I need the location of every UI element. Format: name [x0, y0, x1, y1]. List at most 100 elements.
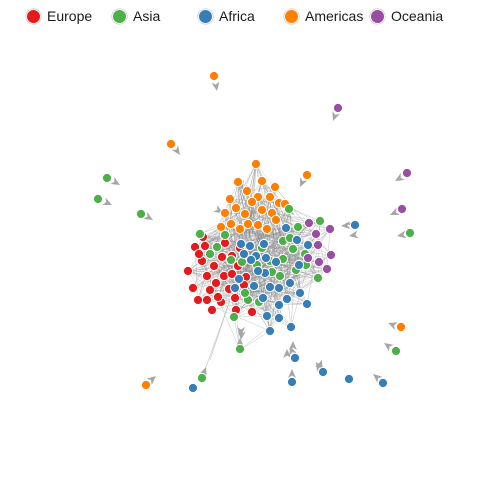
edge: [192, 243, 265, 289]
node-oceania: [302, 252, 314, 264]
node-asia: [194, 228, 206, 240]
node-africa: [235, 238, 247, 250]
node-africa: [257, 292, 269, 304]
node-africa: [273, 312, 285, 324]
node-asia: [274, 270, 286, 282]
node-americas: [242, 218, 254, 230]
satellite-arrowhead: [289, 346, 297, 356]
satellite-node-africa: [377, 377, 389, 389]
edge: [297, 226, 300, 266]
node-asia: [292, 221, 304, 233]
node-africa: [270, 256, 282, 268]
legend-label-africa: Africa: [219, 8, 255, 24]
satellite-arrowhead: [102, 197, 112, 205]
edge: [262, 186, 276, 299]
satellite-arrowhead: [388, 322, 398, 330]
node-asia: [219, 229, 231, 241]
satellite-node-americas: [140, 379, 152, 391]
node-europe: [199, 240, 211, 252]
legend-swatch-africa: [198, 8, 213, 24]
edge: [315, 233, 328, 270]
node-asia: [228, 311, 240, 323]
edge: [204, 186, 276, 247]
satellite-arrowhead: [110, 177, 120, 185]
edge: [230, 223, 233, 257]
node-asia: [312, 272, 324, 284]
satellite-arrowhead: [373, 374, 383, 383]
node-americas: [239, 208, 251, 220]
satellite-node-asia: [101, 172, 113, 184]
node-africa: [238, 248, 250, 260]
node-americas: [264, 191, 276, 203]
satellite-arrowhead: [384, 343, 394, 352]
node-americas: [256, 204, 268, 216]
node-africa: [258, 238, 270, 250]
edge: [326, 228, 331, 270]
node-africa: [264, 281, 276, 293]
legend-item-africa: Africa: [198, 7, 255, 25]
satellite-node-oceania: [332, 102, 344, 114]
node-africa: [245, 254, 257, 266]
node-asia: [239, 287, 251, 299]
node-europe: [212, 291, 224, 303]
node-americas: [256, 175, 268, 187]
edge: [201, 305, 229, 379]
satellite-arrowhead: [171, 145, 180, 155]
node-americas: [234, 223, 246, 235]
node-europe: [192, 294, 204, 306]
node-europe: [206, 304, 218, 316]
node-americas: [252, 219, 264, 231]
node-africa: [301, 298, 313, 310]
satellite-arrowhead: [288, 369, 296, 378]
legend-label-oceania: Oceania: [391, 8, 444, 24]
arrowhead: [283, 349, 291, 358]
node-americas: [219, 207, 231, 219]
legend-swatch-europe: [26, 8, 41, 24]
node-asia: [204, 248, 216, 260]
node-americas: [215, 221, 227, 233]
legend-item-asia: Asia: [112, 7, 160, 25]
node-americas: [261, 223, 273, 235]
node-africa: [264, 325, 276, 337]
node-americas: [250, 158, 262, 170]
node-europe: [204, 284, 216, 296]
satellite-node-africa: [343, 373, 355, 385]
legend-label-europe: Europe: [47, 8, 93, 24]
node-africa: [261, 310, 273, 322]
satellite-node-africa: [349, 219, 361, 231]
legend-item-americas: Americas: [284, 7, 363, 25]
node-africa: [229, 282, 241, 294]
legend: Europe Asia Africa Americas Oceania: [0, 0, 480, 32]
satellite-arrowhead: [397, 230, 407, 239]
edge: [243, 163, 257, 255]
satellite-arrowhead: [390, 207, 400, 215]
node-africa: [248, 280, 260, 292]
edge: [247, 223, 328, 270]
satellite-node-africa: [317, 366, 329, 378]
legend-item-europe: Europe: [26, 7, 92, 25]
node-oceania: [312, 239, 324, 251]
legend-swatch-oceania: [370, 8, 385, 24]
legend-item-oceania: Oceania: [370, 7, 443, 25]
satellite-arrowhead: [211, 81, 220, 91]
edge: [257, 196, 317, 235]
node-americas: [230, 202, 242, 214]
node-africa: [291, 234, 303, 246]
node-africa: [244, 240, 256, 252]
legend-label-americas: Americas: [305, 8, 364, 24]
node-asia: [225, 254, 237, 266]
node-oceania: [321, 263, 333, 275]
node-africa: [233, 273, 245, 285]
node-europe: [210, 277, 222, 289]
satellite-node-africa: [187, 382, 199, 394]
legend-swatch-asia: [112, 8, 127, 24]
satellite-node-asia: [92, 193, 104, 205]
node-oceania: [303, 217, 315, 229]
satellite-node-americas: [301, 169, 313, 181]
node-africa: [260, 252, 272, 264]
node-africa: [284, 277, 296, 289]
satellite-node-asia: [404, 227, 416, 239]
node-europe: [246, 306, 258, 318]
node-americas: [225, 218, 237, 230]
node-asia: [283, 203, 295, 215]
